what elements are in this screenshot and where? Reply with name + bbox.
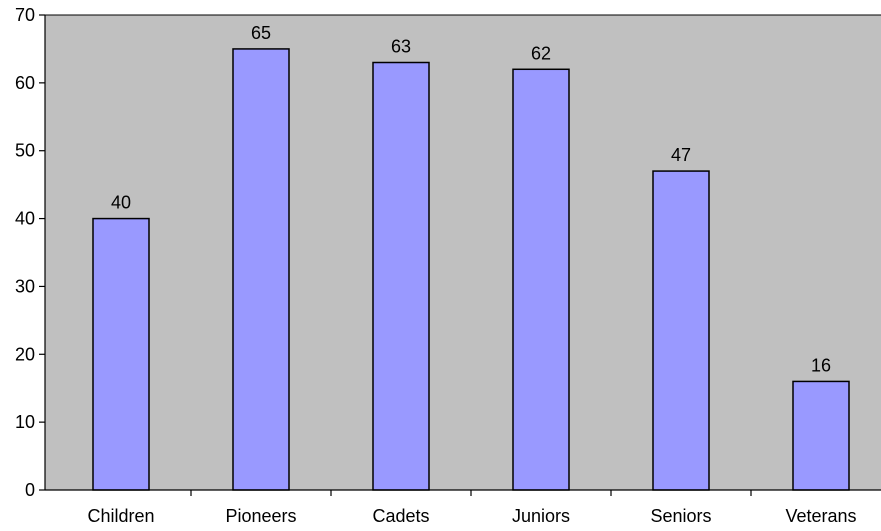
data-label-seniors: 47 [671, 145, 691, 165]
data-label-pioneers: 65 [251, 23, 271, 43]
bar-children [92, 217, 150, 491]
data-label-cadets: 63 [391, 37, 411, 57]
y-tick-label-70: 70 [15, 5, 35, 25]
y-tick-label-10: 10 [15, 412, 35, 432]
labels-layer: 40 65 63 62 47 16 0 10 20 30 40 50 60 70 Children Pione… [15, 5, 857, 526]
bar-veterans [792, 380, 850, 491]
plot-area [44, 14, 881, 491]
bars-layer [92, 48, 850, 491]
x-category-label-pioneers: Pioneers [225, 506, 296, 526]
y-tick-label-40: 40 [15, 209, 35, 229]
y-tick-label-50: 50 [15, 141, 35, 161]
y-tick-label-30: 30 [15, 276, 35, 296]
bar-pioneers [232, 48, 290, 491]
data-label-children: 40 [111, 193, 131, 213]
x-category-label-children: Children [87, 506, 154, 526]
bar-cadets [372, 61, 430, 491]
x-category-label-veterans: Veterans [785, 506, 856, 526]
y-tick-label-20: 20 [15, 344, 35, 364]
bar-juniors [512, 68, 570, 491]
x-category-label-juniors: Juniors [512, 506, 570, 526]
data-label-juniors: 62 [531, 43, 551, 63]
x-category-label-seniors: Seniors [650, 506, 711, 526]
y-tick-label-0: 0 [25, 480, 35, 500]
bar-seniors [652, 170, 710, 491]
axes-layer [39, 14, 881, 496]
x-category-label-cadets: Cadets [372, 506, 429, 526]
y-tick-label-60: 60 [15, 73, 35, 93]
data-label-veterans: 16 [811, 355, 831, 375]
